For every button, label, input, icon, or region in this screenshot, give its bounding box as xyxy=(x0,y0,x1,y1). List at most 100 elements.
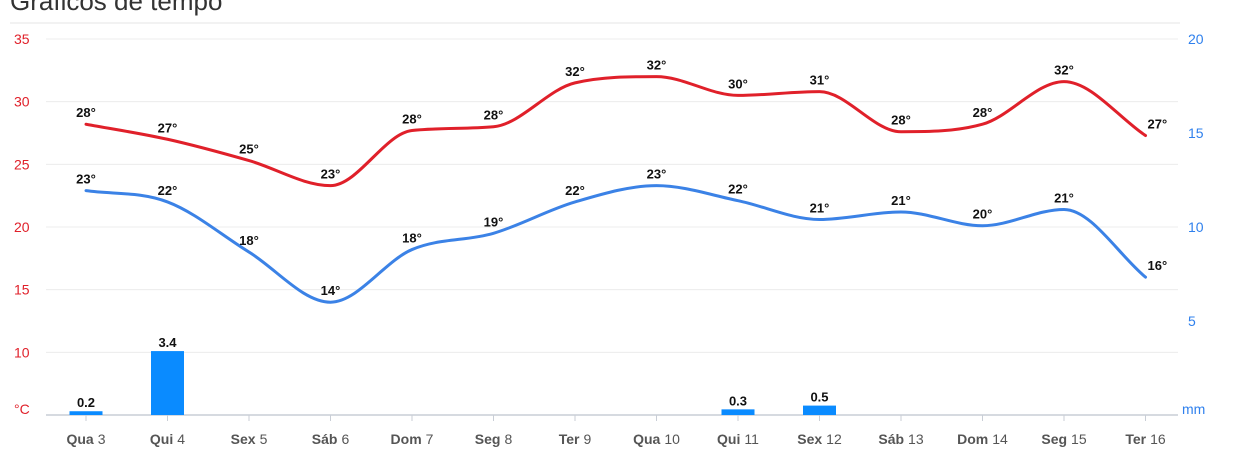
x-tick-day: Dom xyxy=(957,431,988,447)
bar-value-label: 3.4 xyxy=(158,335,177,350)
precipitation-bar xyxy=(803,405,836,415)
max-temp-label: 28° xyxy=(891,113,911,128)
x-tick-date: 4 xyxy=(177,431,185,447)
x-tick-day: Seg xyxy=(475,431,501,447)
precipitation-bar xyxy=(151,351,184,415)
x-tick-label: Seg 15 xyxy=(1041,431,1086,447)
x-tick-date: 3 xyxy=(98,431,106,447)
max-temp-label: 32° xyxy=(1054,63,1074,78)
min-temp-label: 23° xyxy=(76,172,96,187)
max-temp-line xyxy=(84,75,1147,188)
y-left-tick: 15 xyxy=(14,282,30,298)
x-tick-date: 8 xyxy=(504,431,512,447)
min-temp-label: 21° xyxy=(891,193,911,208)
x-tick-label: Sáb 6 xyxy=(312,431,350,447)
x-tick-label: Sex 12 xyxy=(797,431,842,447)
bar-value-label: 0.5 xyxy=(810,390,828,405)
min-temp-line xyxy=(84,184,1147,304)
max-temp-label: 28° xyxy=(402,111,422,126)
bar-value-label: 0.2 xyxy=(77,395,95,410)
y-left-tick: 35 xyxy=(14,31,30,47)
x-tick-label: Qui 4 xyxy=(150,431,185,447)
x-tick-date: 6 xyxy=(341,431,349,447)
x-tick-label: Ter 9 xyxy=(559,431,592,447)
x-tick-day: Qui xyxy=(717,431,740,447)
y-left-tick: 25 xyxy=(14,156,30,172)
y-axis-right: mm 5 10 15 20 xyxy=(1182,31,1205,417)
max-temp-label: 28° xyxy=(484,108,504,123)
x-tick-day: Qua xyxy=(633,431,660,447)
temperature-lines xyxy=(84,75,1147,304)
x-tick-label: Sáb 13 xyxy=(878,431,923,447)
max-temp-label: 32° xyxy=(565,64,585,79)
x-tick-date: 13 xyxy=(908,431,924,447)
max-temp-label: 31° xyxy=(810,73,830,88)
max-temp-label: 32° xyxy=(647,58,667,73)
y-right-tick: 10 xyxy=(1188,219,1204,235)
min-temp-label: 21° xyxy=(810,200,830,215)
x-tick-label: Sex 5 xyxy=(231,431,268,447)
y-right-tick: 15 xyxy=(1188,125,1204,141)
x-tick-day: Sáb xyxy=(312,431,338,447)
min-temp-label: 21° xyxy=(1054,190,1074,205)
min-temp-label: 22° xyxy=(158,183,178,198)
y-right-tick: 20 xyxy=(1188,31,1204,47)
y-axis-left: °C 10 15 20 25 30 35 xyxy=(14,31,30,417)
min-temp-label: 16° xyxy=(1148,258,1168,273)
min-temp-label: 23° xyxy=(647,167,667,182)
max-temp-label: 27° xyxy=(1148,117,1168,132)
min-temp-label: 19° xyxy=(484,214,504,229)
bar-value-label: 0.3 xyxy=(729,393,747,408)
min-temp-label: 18° xyxy=(239,233,259,248)
x-tick-day: Qua xyxy=(66,431,93,447)
x-tick-date: 15 xyxy=(1071,431,1087,447)
x-tick-day: Ter xyxy=(559,431,580,447)
min-temp-label: 22° xyxy=(728,182,748,197)
x-tick-day: Qui xyxy=(150,431,173,447)
x-tick-day: Ter xyxy=(1125,431,1146,447)
max-temp-label: 28° xyxy=(76,105,96,120)
max-temp-label: 28° xyxy=(973,105,993,120)
max-temp-label: 25° xyxy=(239,142,259,157)
x-tick-label: Seg 8 xyxy=(475,431,513,447)
x-tick-date: 14 xyxy=(992,431,1008,447)
x-tick-day: Sáb xyxy=(878,431,904,447)
x-tick-label: Dom 7 xyxy=(391,431,434,447)
x-tick-date: 11 xyxy=(744,431,759,447)
precipitation-bar xyxy=(721,409,755,415)
x-tick-day: Sex xyxy=(797,431,822,447)
x-tick-label: Ter 16 xyxy=(1125,431,1166,447)
x-tick-label: Qua 3 xyxy=(66,431,105,447)
min-temp-label: 14° xyxy=(321,283,341,298)
y-right-tick: 5 xyxy=(1188,313,1196,329)
precipitation-bar xyxy=(69,411,103,415)
y-right-unit: mm xyxy=(1182,401,1205,417)
x-tick-day: Dom xyxy=(391,431,422,447)
max-temp-label: 30° xyxy=(728,76,748,91)
x-tick-label: Qui 11 xyxy=(717,431,759,447)
min-temp-label: 18° xyxy=(402,231,422,246)
x-tick-date: 12 xyxy=(826,431,842,447)
x-tick-date: 16 xyxy=(1150,431,1166,447)
max-temp-label: 27° xyxy=(158,120,178,135)
y-left-unit: °C xyxy=(14,401,30,417)
x-tick-date: 9 xyxy=(583,431,591,447)
grid-lines xyxy=(46,38,1178,416)
data-labels: 28° 27° 25° 23° 28° 28° 32° 32° 30° 31° 28° 28° 32° 2… xyxy=(76,58,1167,411)
precipitation-bars xyxy=(69,351,836,415)
max-temp-label: 23° xyxy=(321,167,341,182)
x-tick-date: 5 xyxy=(260,431,268,447)
x-tick-date: 10 xyxy=(664,431,680,447)
x-tick-label: Dom 14 xyxy=(957,431,1008,447)
x-tick-date: 7 xyxy=(426,431,434,447)
y-left-tick: 30 xyxy=(14,94,30,110)
min-temp-label: 20° xyxy=(973,207,993,222)
min-temp-label: 22° xyxy=(565,183,585,198)
x-tick-day: Sex xyxy=(231,431,256,447)
x-tick-day: Seg xyxy=(1041,431,1067,447)
y-left-tick: 20 xyxy=(14,219,30,235)
x-axis: Qua 3 Qui 4 Sex 5 Sáb 6 Dom 7 Seg 8 Ter 9 Qua 10 Qui 11 Se… xyxy=(66,415,1166,447)
page-title: Gráficos de tempo xyxy=(10,0,223,16)
y-left-tick: 10 xyxy=(14,344,30,360)
